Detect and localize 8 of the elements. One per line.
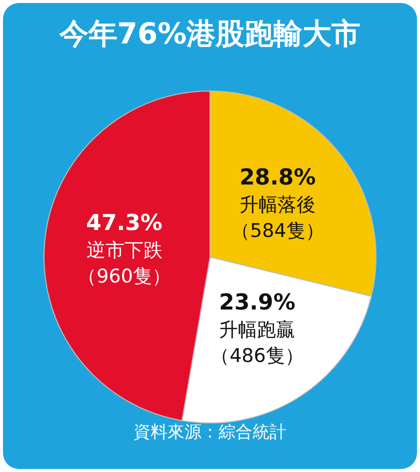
source-note: 資料來源：綜合統計 xyxy=(134,422,286,442)
data-label: 47.3% xyxy=(86,211,162,236)
slice-label: 升幅跑贏（486隻） xyxy=(210,318,304,367)
data-label: 28.8% xyxy=(239,165,316,190)
chart-title: 今年76%港股跑輸大市 xyxy=(58,16,361,50)
slice-label: 升幅落後（584隻） xyxy=(230,194,324,242)
slice-label: 逆市下跌（960隻） xyxy=(78,240,171,288)
data-label: 23.9% xyxy=(219,290,296,316)
